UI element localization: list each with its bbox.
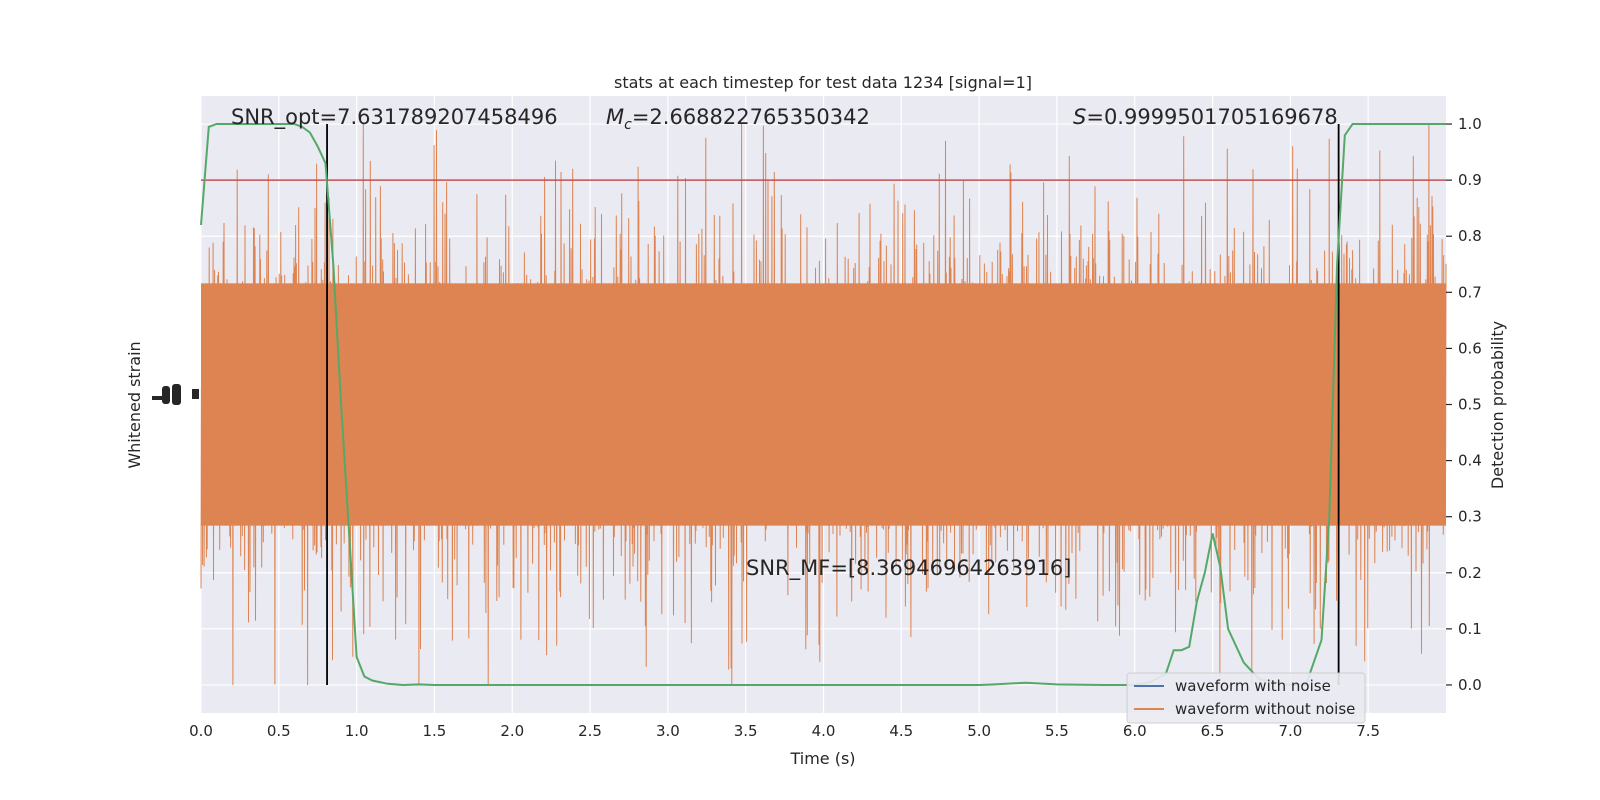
mc-symbol: M [606,105,624,129]
y-tick-label: 0.8 [1458,227,1482,245]
legend-label-with-noise: waveform with noise [1175,677,1331,695]
legend: waveform with noise waveform without noi… [1126,672,1366,724]
y-tick-label: 1.0 [1458,115,1482,133]
x-tick-label: 6.5 [1201,722,1225,740]
x-tick-label: 0.5 [267,722,291,740]
legend-label-without-noise: waveform without noise [1175,700,1355,718]
x-tick-label: 6.0 [1123,722,1147,740]
x-tick-label: 7.0 [1278,722,1302,740]
x-tick-label: 3.5 [734,722,758,740]
x-tick-label: 5.0 [967,722,991,740]
x-axis-label: Time (s) [789,749,855,768]
y-tick-label: 0.4 [1458,452,1482,470]
y-tick-label: 0.6 [1458,339,1482,357]
y-tick-label: 0.0 [1458,676,1482,694]
chirp-mass-annotation: Mc=2.668822765350342 [606,105,870,133]
snr-mf-annotation: SNR_MF=[8.36946964263916] [746,556,1071,581]
x-tick-label: 2.5 [578,722,602,740]
mc-value: =2.668822765350342 [632,105,870,129]
x-tick-label: 7.5 [1356,722,1380,740]
x-tick-label: 1.0 [345,722,369,740]
x-ticks: 0.0 0.5 1.0 1.5 2.0 2.5 3.0 3.5 4.0 4.5 5.0 5.5 6.0 6… [189,722,1380,740]
snr-opt-annotation: SNR_opt=7.631789207458496 [231,105,558,130]
x-tick-label: 5.5 [1045,722,1069,740]
x-tick-label: 4.0 [812,722,836,740]
y-axis-label-right: Detection probability [1488,321,1507,489]
x-tick-label: 1.5 [423,722,447,740]
y-tick-label: 0.7 [1458,283,1482,301]
strain-series [200,123,1447,686]
left-axis-ticks-cluster [152,384,199,405]
vlines [326,124,1340,685]
s-annotation: S=0.9999501705169678 [1073,105,1338,129]
s-value: =0.9999501705169678 [1086,105,1337,129]
legend-box [1126,672,1366,724]
x-tick-label: 3.0 [656,722,680,740]
strain-without-noise-line [200,123,1447,686]
x-tick-label: 0.0 [189,722,213,740]
y-tick-label: 0.5 [1458,396,1482,414]
y-tick-label: 0.9 [1458,171,1482,189]
x-tick-label: 2.0 [500,722,524,740]
chart-title: stats at each timestep for test data 123… [614,73,1032,92]
s-symbol: S [1073,105,1086,129]
y-ticks-right: 0.0 0.1 0.2 0.3 0.4 0.5 0.6 0.7 0.8 0.9 1.0 [1446,115,1482,694]
y-tick-label: 0.2 [1458,564,1482,582]
x-tick-label: 4.5 [889,722,913,740]
y-tick-label: 0.1 [1458,620,1482,638]
mc-subscript: c [624,117,632,133]
y-axis-label-left: Whitened strain [125,341,144,468]
y-tick-label: 0.3 [1458,508,1482,526]
